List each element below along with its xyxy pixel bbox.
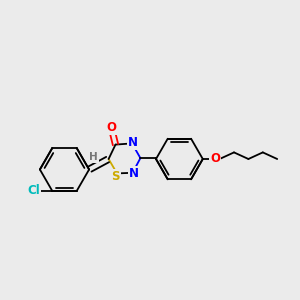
Text: O: O [210, 152, 220, 166]
Text: Cl: Cl [27, 184, 40, 197]
Text: O: O [106, 121, 117, 134]
Text: H: H [89, 152, 98, 162]
Text: N: N [128, 167, 139, 180]
Text: N: N [128, 136, 138, 149]
Text: S: S [111, 170, 120, 183]
